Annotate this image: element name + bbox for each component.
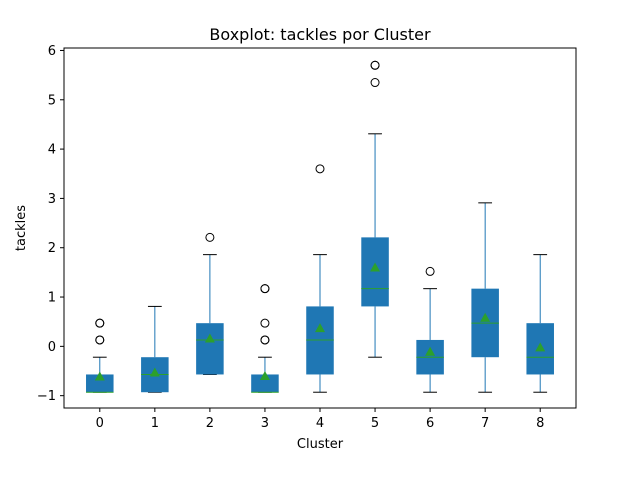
x-tick-label: 6 (426, 416, 434, 431)
flier-point (315, 164, 325, 174)
x-tick-label: 4 (316, 416, 324, 431)
flier-point (425, 266, 435, 276)
box (251, 374, 279, 393)
x-tick-label: 7 (481, 416, 489, 431)
box-group-0 (86, 318, 114, 393)
mean-marker (204, 333, 215, 343)
plot-area (86, 60, 554, 393)
flier-point (260, 335, 270, 345)
y-tick-label: 3 (48, 192, 56, 207)
y-axis: −1 0 1 2 3 4 5 6 (37, 44, 64, 404)
flier-point (370, 78, 380, 88)
flier-point (370, 60, 380, 70)
y-tick-label: −1 (37, 389, 56, 404)
box-group-5 (361, 60, 389, 358)
x-tick-label: 2 (206, 416, 214, 431)
x-tick-label: 3 (261, 416, 269, 431)
y-tick-label: 6 (48, 44, 56, 59)
box (86, 374, 114, 393)
box (196, 323, 224, 375)
x-axis: 0 1 2 3 4 5 6 7 8 (96, 408, 544, 431)
box (361, 237, 389, 307)
box-group-7 (471, 202, 499, 393)
chart-title: Boxplot: tackles por Cluster (209, 25, 431, 44)
mean-marker (259, 370, 270, 380)
box-group-4 (306, 164, 334, 393)
y-tick-label: 0 (48, 340, 56, 355)
box-group-6 (416, 266, 444, 393)
mean-marker (149, 367, 160, 377)
mean-marker (315, 323, 325, 333)
y-tick-label: 5 (48, 93, 56, 108)
flier-point (95, 318, 105, 328)
x-tick-label: 1 (151, 416, 159, 431)
x-tick-label: 0 (96, 416, 104, 431)
flier-point (205, 232, 215, 242)
y-tick-label: 4 (48, 143, 56, 158)
mean-marker (94, 371, 105, 381)
x-tick-label: 5 (371, 416, 379, 431)
box-group-2 (196, 232, 224, 375)
flier-point (260, 318, 270, 328)
box-group-8 (526, 254, 554, 393)
mean-marker (425, 346, 436, 356)
mean-marker (370, 262, 381, 272)
y-tick-label: 1 (48, 291, 56, 306)
y-tick-label: 2 (48, 241, 56, 256)
box-group-1 (141, 305, 169, 393)
flier-point (95, 335, 105, 345)
box-group-3 (251, 284, 279, 393)
x-axis-label: Cluster (297, 437, 344, 452)
mean-marker (535, 342, 546, 352)
flier-point (260, 284, 270, 294)
x-tick-label: 8 (536, 416, 544, 431)
mean-marker (480, 312, 491, 322)
y-axis-label: tackles (14, 205, 29, 251)
